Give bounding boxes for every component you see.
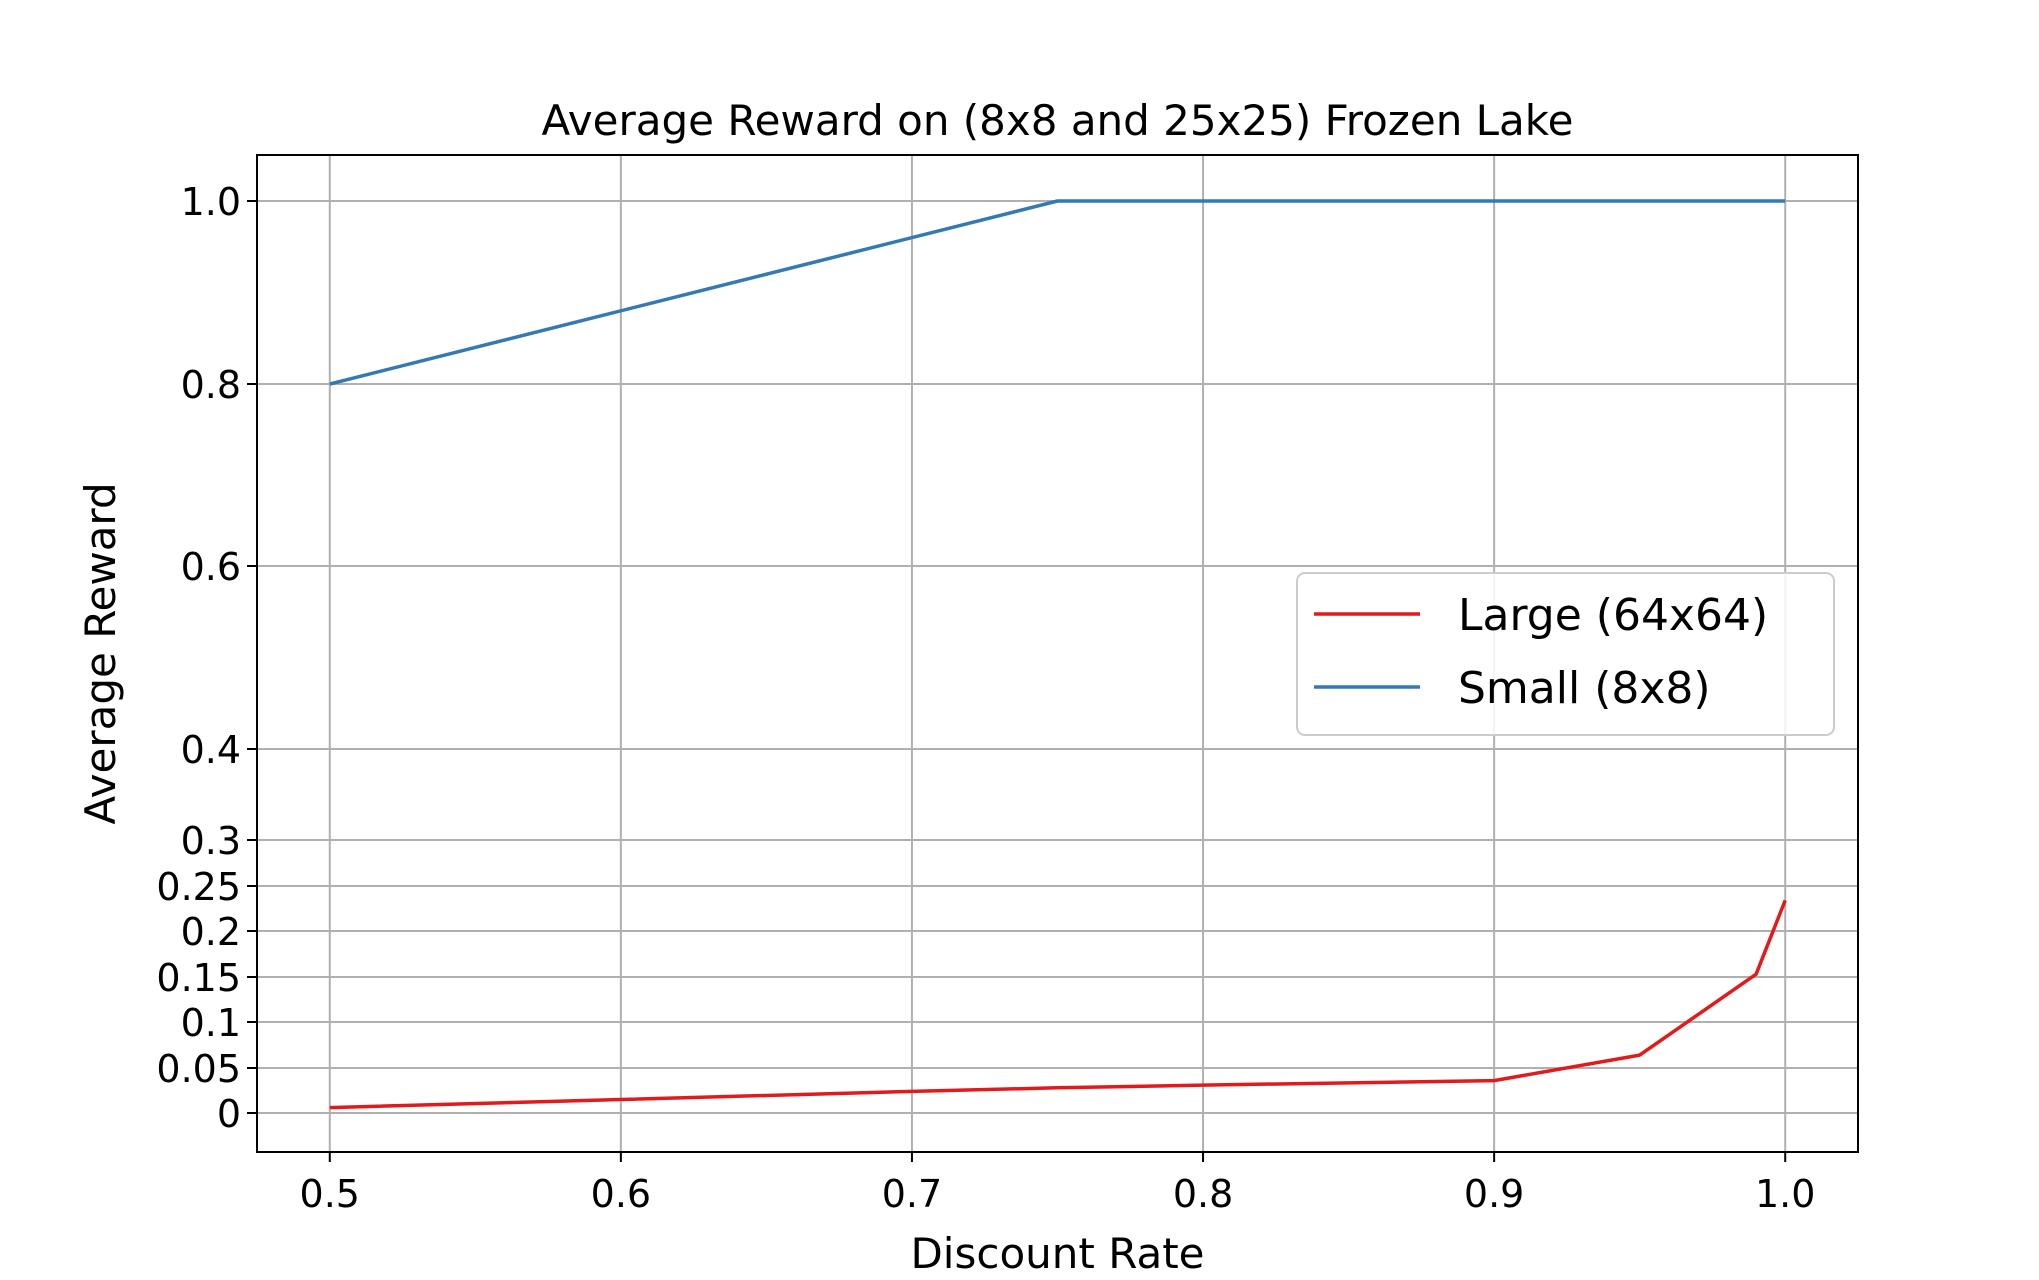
y-tick-label: 0.3: [181, 819, 241, 863]
y-tick-label: 0.8: [181, 363, 241, 407]
ticks-layer: 0.5 0.6 0.7 0.8 0.9 1.0 00.050.10.150.20.250.3…: [156, 180, 1815, 1216]
series-layer: [329, 199, 1787, 1110]
x-tick-label: 0.7: [882, 1172, 942, 1216]
y-tick-label: 0.6: [181, 545, 241, 589]
chart-title: Average Reward on (8x8 and 25x25) Frozen…: [542, 96, 1574, 145]
x-tick-label: 0.8: [1173, 1172, 1233, 1216]
x-tick-label: 0.6: [591, 1172, 651, 1216]
y-tick-label: 0.25: [156, 865, 241, 909]
series-line-large: [329, 899, 1787, 1110]
y-tick-label: 1.0: [181, 180, 241, 224]
legend-label: Small (8x8): [1458, 663, 1711, 714]
y-tick-label: 0: [217, 1092, 241, 1136]
x-tick-label: 0.9: [1464, 1172, 1524, 1216]
x-tick-label: 0.5: [300, 1172, 360, 1216]
legend-label: Large (64x64): [1458, 590, 1768, 641]
series-line-small: [329, 199, 1786, 386]
x-axis-title: Discount Rate: [910, 1229, 1204, 1278]
y-axis-title: Average Reward: [76, 482, 125, 824]
y-tick-label: 0.4: [181, 728, 241, 772]
y-tick-label: 0.05: [156, 1047, 241, 1091]
y-tick-label: 0.2: [181, 910, 241, 954]
legend-box: [1296, 572, 1835, 736]
y-tick-label: 0.1: [181, 1001, 241, 1045]
legend: Large (64x64) Small (8x8): [1296, 572, 1835, 736]
plot-frame: [256, 154, 1859, 1153]
x-tick-label: 1.0: [1755, 1172, 1815, 1216]
y-tick-label: 0.15: [156, 956, 241, 1000]
